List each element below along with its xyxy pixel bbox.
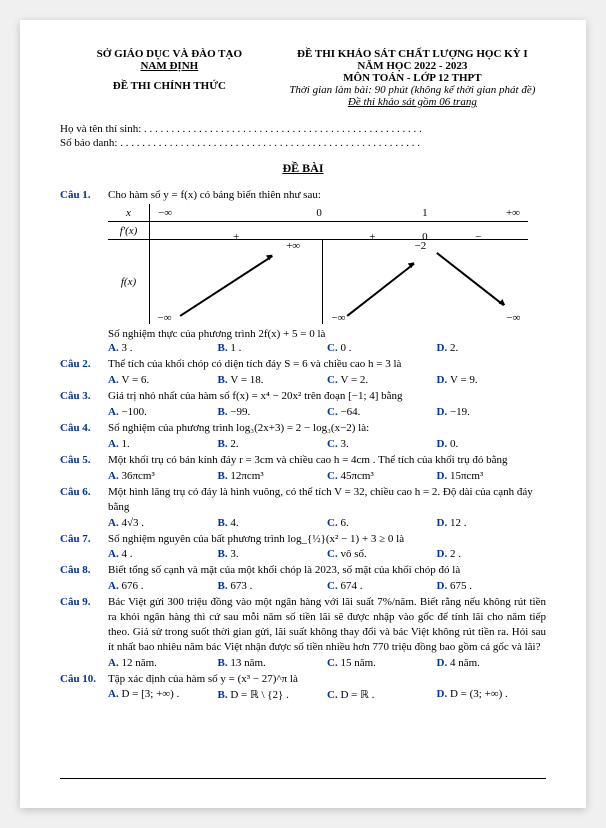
year: NĂM HỌC 2022 - 2023 [279,60,546,72]
q1-sub: Số nghiệm thực của phương trình 2f(x) + … [108,328,546,340]
student-id: Số báo danh: . . . . . . . . . . . . . .… [60,136,546,150]
dept-line: SỞ GIÁO DỤC VÀ ĐÀO TẠO [60,48,279,60]
subject: MÔN TOÁN - LỚP 12 THPT [279,72,546,84]
student-name: Họ và tên thí sinh: . . . . . . . . . . … [60,122,546,136]
question-1: Câu 1. Cho hàm số y = f(x) có bảng biến … [60,188,546,203]
province: NAM ĐỊNH [60,60,279,72]
section-title: ĐỀ BÀI [60,161,546,176]
pages: Đề thi khảo sát gồm 06 trang [279,96,546,108]
exam-page: SỞ GIÁO DỤC VÀ ĐÀO TẠO NAM ĐỊNH ĐỀ THI C… [20,20,586,808]
footer-rule [60,778,546,779]
duration: Thời gian làm bài: 90 phút (không kể thờ… [279,84,546,96]
variation-table: x −∞ 0 1 +∞ f'(x) + + 0 − f(x) −∞ [108,204,528,324]
exam-title: ĐỀ THI KHẢO SÁT CHẤT LƯỢNG HỌC KỲ I [279,48,546,60]
official-label: ĐỀ THI CHÍNH THỨC [60,80,279,92]
header: SỞ GIÁO DỤC VÀ ĐÀO TẠO NAM ĐỊNH ĐỀ THI C… [60,48,546,108]
